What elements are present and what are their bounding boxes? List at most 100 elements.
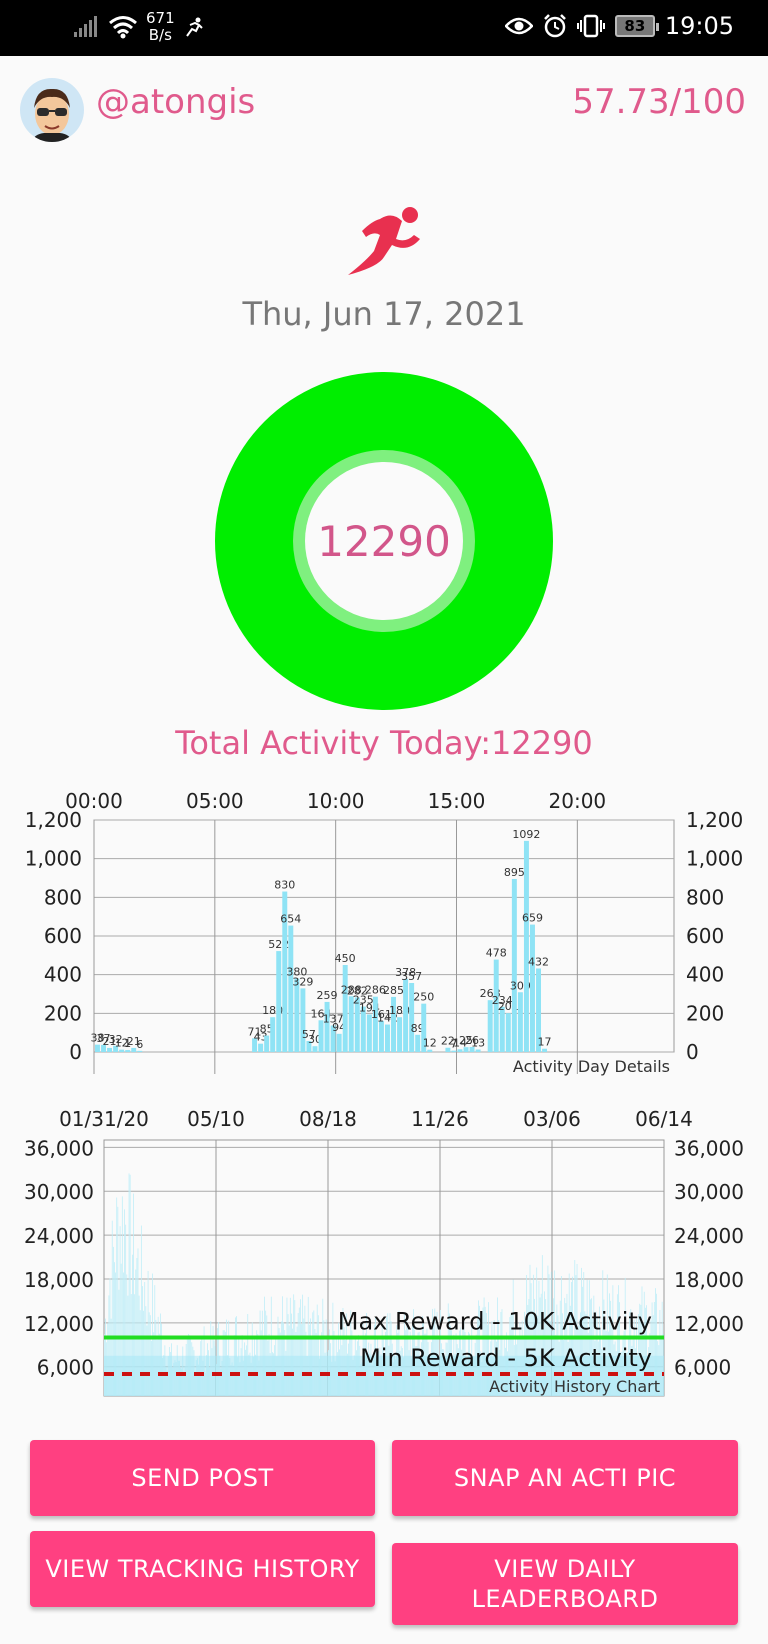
score: 57.73/100 xyxy=(572,82,746,122)
history-chart-bar xyxy=(266,1315,268,1396)
history-chart-bar xyxy=(389,1313,391,1396)
history-chart-bar xyxy=(510,1313,512,1396)
history-chart-bar xyxy=(582,1286,584,1396)
leaderboard-line-2: LEADERBOARD xyxy=(471,1585,659,1613)
day-chart-data-label: 14 xyxy=(453,1036,467,1049)
day-chart-data-label: 378 xyxy=(395,966,416,979)
history-chart-bar xyxy=(387,1313,389,1396)
day-chart-bar xyxy=(530,924,535,1052)
history-chart-bar xyxy=(540,1293,542,1396)
day-chart-data-label: 43 xyxy=(254,1031,268,1044)
day-chart-data-label: 1 xyxy=(124,1037,131,1050)
history-chart-bar xyxy=(655,1288,656,1396)
day-chart-data-label: 380 xyxy=(286,966,307,979)
history-chart-bar xyxy=(440,1309,441,1396)
history-chart-bar xyxy=(544,1291,545,1396)
send-post-button[interactable]: SEND POST xyxy=(30,1440,375,1516)
day-chart-data-label: 288 xyxy=(341,983,362,996)
view-tracking-history-button[interactable]: VIEW TRACKING HISTORY xyxy=(30,1531,375,1607)
history-chart-y-tick-right: 24,000 xyxy=(674,1224,744,1248)
net-speed: 671 B/s xyxy=(146,9,175,44)
history-chart-bar xyxy=(286,1297,288,1396)
day-chart-data-label: 38 xyxy=(90,1032,104,1045)
history-chart-bar xyxy=(564,1297,566,1396)
history-chart-bar xyxy=(297,1313,299,1396)
day-chart-data-label: 25 xyxy=(459,1034,473,1047)
day-chart-y-tick-right: 200 xyxy=(686,1001,724,1025)
history-chart-bar xyxy=(135,1269,137,1396)
history-chart-y-tick-left: 30,000 xyxy=(24,1180,94,1204)
day-chart-bar xyxy=(354,997,360,1052)
day-chart-bar xyxy=(125,1050,131,1052)
history-chart-bar xyxy=(528,1299,530,1396)
snap-pic-button[interactable]: SNAP AN ACTI PIC xyxy=(392,1440,738,1516)
day-chart-data-label: 21 xyxy=(127,1035,141,1048)
history-chart-bar xyxy=(576,1264,578,1396)
history-chart-bar xyxy=(112,1246,114,1396)
day-chart-y-tick-left: 0 xyxy=(69,1040,82,1064)
history-chart-bar xyxy=(108,1295,110,1396)
day-chart-data-label: 659 xyxy=(522,912,543,925)
history-chart-bar xyxy=(536,1267,538,1396)
history-chart-bar xyxy=(602,1270,604,1396)
day-chart-data-label: 250 xyxy=(413,991,434,1004)
day-chart-bar xyxy=(391,996,396,1052)
view-daily-leaderboard-button[interactable]: VIEW DAILY LEADERBOARD xyxy=(392,1543,738,1625)
day-chart-bar xyxy=(517,992,523,1052)
day-chart-bar xyxy=(499,1006,505,1052)
day-chart-bar xyxy=(336,1033,342,1052)
history-chart-bar xyxy=(638,1314,640,1396)
history-chart-bar xyxy=(316,1304,318,1396)
day-chart-bar xyxy=(282,891,288,1052)
history-chart-bar xyxy=(484,1306,486,1396)
history-chart-bar xyxy=(247,1314,249,1396)
day-chart-bar xyxy=(469,1046,475,1052)
day-chart-data-label: 830 xyxy=(274,879,295,892)
day-chart-data-label: 478 xyxy=(486,947,507,960)
avatar[interactable] xyxy=(20,78,84,142)
history-chart-bar xyxy=(140,1225,142,1396)
day-chart-bar xyxy=(294,978,300,1052)
day-chart-bar xyxy=(487,1000,493,1052)
history-chart-bar xyxy=(118,1289,120,1396)
history-chart-bar xyxy=(264,1296,265,1396)
total-activity-label: Total Activity Today:12290 xyxy=(175,724,593,762)
activity-ring: 12290 xyxy=(215,372,553,710)
history-chart-bar xyxy=(606,1274,608,1396)
day-chart-bar xyxy=(372,996,378,1052)
history-chart-bar xyxy=(302,1294,304,1396)
history-chart-bar xyxy=(599,1306,600,1396)
history-chart-bar xyxy=(447,1303,449,1396)
day-chart-x-tick: 05:00 xyxy=(186,789,244,813)
day-chart-x-tick: 20:00 xyxy=(549,789,607,813)
history-chart-bar xyxy=(618,1285,619,1396)
history-chart-bar xyxy=(432,1308,433,1396)
history-chart-bar xyxy=(553,1298,554,1396)
history-chart-bar xyxy=(270,1296,272,1396)
history-chart-bar xyxy=(147,1270,149,1396)
history-chart-bar xyxy=(120,1263,122,1396)
history-chart-bar xyxy=(123,1272,124,1396)
history-chart-bar xyxy=(639,1303,641,1396)
activity-day-chart: 0 0 200 200 400 400 600 600 800 800 1,000 1,000 1,20… xyxy=(25,789,744,1076)
day-chart-data-label: 432 xyxy=(528,955,549,968)
history-chart-bar xyxy=(524,1311,525,1396)
history-chart-bar xyxy=(644,1307,646,1396)
history-chart-bar xyxy=(307,1296,309,1396)
history-chart-bar xyxy=(304,1305,306,1396)
day-chart-y-tick-left: 1,000 xyxy=(25,847,82,871)
day-chart-data-label: 12 xyxy=(115,1037,129,1050)
day-chart-data-label: 161 xyxy=(371,1008,392,1021)
day-chart-bar xyxy=(252,1038,258,1052)
day-chart-x-tick: 10:00 xyxy=(307,789,365,813)
history-chart-bar xyxy=(500,1311,502,1396)
day-chart-bar xyxy=(300,988,306,1052)
day-chart-bar xyxy=(505,1013,511,1052)
wifi-icon xyxy=(109,16,137,39)
day-chart-data-label: 1092 xyxy=(512,828,540,841)
history-chart-bar xyxy=(591,1298,592,1396)
reference-line-label: Min Reward - 5K Activity xyxy=(360,1344,652,1372)
day-chart-y-tick-right: 800 xyxy=(686,885,724,909)
day-chart-bar xyxy=(360,1006,366,1052)
history-chart-y-tick-right: 12,000 xyxy=(674,1312,744,1336)
